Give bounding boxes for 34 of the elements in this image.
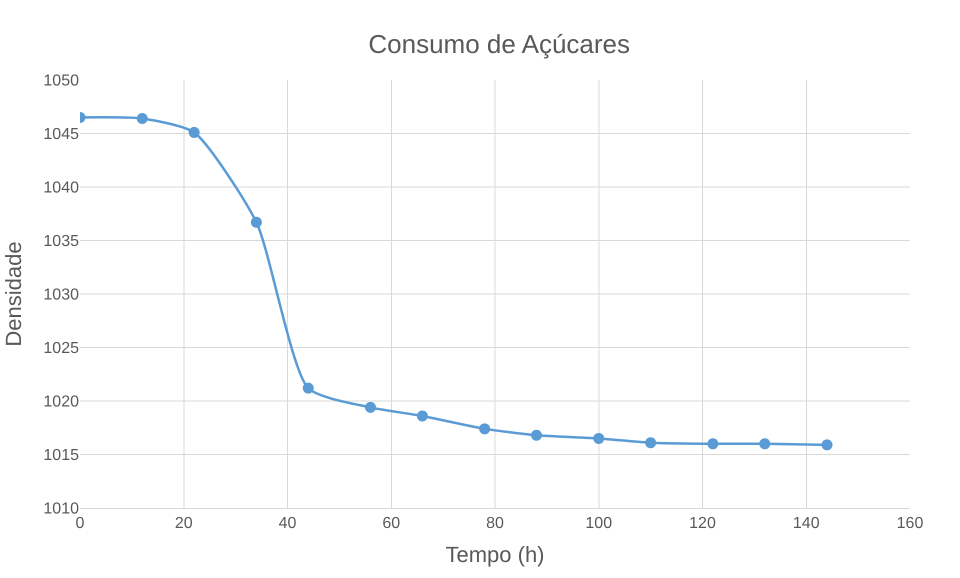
y-tick-label: 1040 [43, 180, 80, 197]
x-axis-title: Tempo (h) [445, 542, 545, 568]
point [759, 438, 770, 450]
point [250, 216, 262, 228]
y-tick-label: 1020 [43, 394, 80, 411]
y-tick-label: 1050 [43, 72, 80, 90]
x-tick-label: 80 [486, 515, 504, 532]
x-tick-label: 40 [278, 515, 296, 532]
point [707, 438, 718, 450]
x-tick-label: 100 [585, 515, 612, 532]
point [136, 113, 148, 124]
x-tick-label: 60 [382, 515, 400, 532]
y-axis-title: Densidade [1, 241, 26, 347]
point [416, 410, 428, 422]
y-tick-label: 1010 [43, 500, 80, 518]
chart-title: Consumo de Açúcares [368, 28, 630, 59]
point [188, 126, 200, 138]
y-tick-label: 1025 [43, 340, 80, 358]
point [822, 439, 832, 450]
y-tick-label: 1030 [43, 286, 80, 304]
y-tick-label: 1015 [43, 447, 80, 464]
point [479, 423, 490, 434]
point [645, 437, 656, 448]
x-tick-label: 140 [792, 515, 820, 532]
x-tick-label: 20 [174, 515, 193, 532]
point [365, 402, 376, 413]
point [593, 432, 604, 444]
y-tick-label: 1045 [43, 126, 80, 144]
point [302, 382, 314, 394]
x-tick-label: 160 [896, 515, 924, 532]
x-tick-label: 120 [689, 515, 716, 532]
y-tick-label: 1035 [43, 233, 80, 250]
point [531, 430, 542, 441]
x-tick-label: 0 [76, 515, 85, 532]
